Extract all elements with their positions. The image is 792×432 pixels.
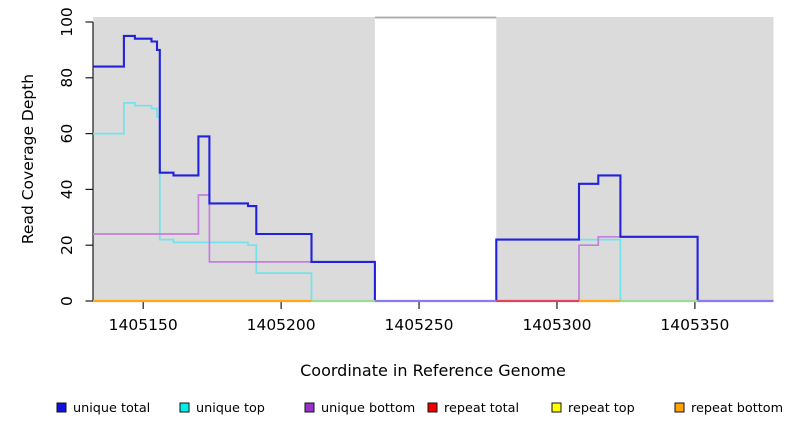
y-tick-label: 60	[58, 124, 76, 144]
legend-label: unique total	[73, 401, 150, 416]
x-tick-label: 1405300	[522, 316, 591, 334]
x-tick-label: 1405250	[385, 316, 454, 334]
legend: unique total unique top unique bottom repea…	[56, 401, 783, 416]
gap-white-panel	[374, 17, 497, 301]
y-tick-label: 80	[58, 68, 76, 88]
series-unique-total-line	[93, 34, 774, 303]
legend-label: repeat top	[568, 401, 635, 416]
gap-top-border	[374, 16, 497, 19]
legend-swatch	[179, 402, 190, 413]
legend-item-unique-bottom: unique bottom	[304, 401, 415, 416]
x-tick-label: 1405350	[660, 316, 729, 334]
legend-item-repeat-total: repeat total	[427, 401, 519, 416]
legend-label: unique top	[196, 401, 265, 416]
x-tick-label: 1405150	[109, 316, 178, 334]
legend-swatch	[427, 402, 438, 413]
shaded-right-panel	[496, 17, 774, 301]
legend-item-unique-top: unique top	[179, 401, 265, 416]
legend-swatch	[551, 402, 562, 413]
y-tick-label: 40	[58, 180, 76, 200]
y-axis-title: Read Coverage Depth	[19, 74, 37, 244]
shaded-left-panel	[93, 17, 375, 301]
x-tick-label: 1405200	[247, 316, 316, 334]
y-tick-label: 0	[58, 296, 76, 306]
y-tick-label: 100	[58, 7, 76, 37]
legend-label: repeat bottom	[691, 401, 783, 416]
legend-item-repeat-bottom: repeat bottom	[674, 401, 783, 416]
background-panels	[93, 17, 774, 301]
legend-label: unique bottom	[321, 401, 415, 416]
gap-top-border-line	[374, 16, 497, 19]
legend-label: repeat total	[444, 401, 519, 416]
y-tick-label: 20	[58, 235, 76, 255]
x-axis-title: Coordinate in Reference Genome	[300, 361, 566, 380]
legend-item-repeat-top: repeat top	[551, 401, 635, 416]
legend-swatch	[674, 402, 685, 413]
axes: 0 20 40 60 80 100 1405150 1405200 1405250 1405300…	[58, 7, 729, 334]
legend-item-unique-total: unique total	[56, 401, 150, 416]
legend-swatch	[56, 402, 67, 413]
legend-swatch	[304, 402, 315, 413]
